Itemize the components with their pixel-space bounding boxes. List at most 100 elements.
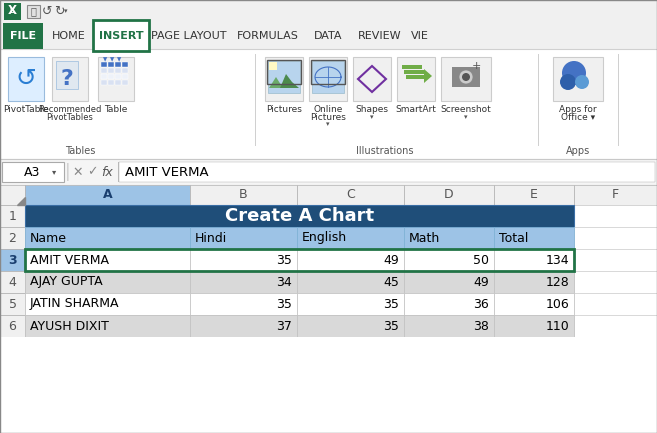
- Text: AYUSH DIXIT: AYUSH DIXIT: [30, 320, 109, 333]
- Text: Office ▾: Office ▾: [561, 113, 595, 122]
- Text: 50: 50: [473, 253, 489, 266]
- Text: 134: 134: [545, 253, 569, 266]
- Text: FORMULAS: FORMULAS: [237, 31, 299, 41]
- Text: ▼: ▼: [117, 58, 122, 62]
- Text: Total: Total: [499, 232, 528, 245]
- Text: 36: 36: [473, 297, 489, 310]
- Bar: [25, 205, 574, 227]
- Bar: [494, 227, 574, 249]
- Text: Apps: Apps: [566, 146, 590, 156]
- Bar: [0, 227, 25, 249]
- Text: ▾: ▾: [52, 168, 56, 177]
- Bar: [8, 57, 44, 101]
- Bar: [56, 61, 78, 89]
- Bar: [0, 271, 25, 293]
- Bar: [297, 293, 404, 315]
- Bar: [404, 293, 494, 315]
- Text: Hindi: Hindi: [195, 232, 227, 245]
- Text: REVIEW: REVIEW: [358, 31, 402, 41]
- Text: 35: 35: [276, 297, 292, 310]
- Bar: [108, 62, 114, 67]
- Bar: [574, 293, 657, 315]
- Bar: [574, 227, 657, 249]
- Bar: [108, 68, 114, 73]
- Bar: [0, 23, 657, 49]
- Bar: [122, 80, 128, 85]
- Bar: [118, 162, 119, 182]
- Polygon shape: [424, 69, 432, 83]
- Text: X: X: [7, 4, 16, 17]
- Text: 106: 106: [545, 297, 569, 310]
- Bar: [297, 315, 404, 337]
- Text: 49: 49: [473, 275, 489, 288]
- Bar: [618, 54, 619, 146]
- Bar: [190, 249, 297, 271]
- Text: ✓: ✓: [87, 165, 97, 178]
- Bar: [25, 315, 190, 337]
- Bar: [115, 80, 121, 85]
- Bar: [494, 249, 574, 271]
- Bar: [553, 57, 603, 101]
- Bar: [267, 60, 301, 84]
- Text: HOME: HOME: [52, 31, 86, 41]
- Text: B: B: [239, 188, 248, 201]
- Bar: [0, 337, 657, 433]
- Bar: [404, 271, 494, 293]
- Bar: [25, 249, 574, 271]
- Text: ▼: ▼: [103, 58, 107, 62]
- Bar: [404, 249, 494, 271]
- Bar: [574, 315, 657, 337]
- Text: JATIN SHARMA: JATIN SHARMA: [30, 297, 120, 310]
- Text: Pictures: Pictures: [266, 104, 302, 113]
- Bar: [190, 227, 297, 249]
- Bar: [269, 62, 277, 70]
- Bar: [494, 315, 574, 337]
- Bar: [101, 74, 107, 79]
- Bar: [190, 293, 297, 315]
- Text: F: F: [612, 188, 619, 201]
- Circle shape: [462, 73, 470, 81]
- Text: 35: 35: [383, 320, 399, 333]
- Bar: [190, 271, 297, 293]
- Text: ↻: ↻: [54, 4, 64, 17]
- Text: 1: 1: [9, 210, 16, 223]
- Bar: [297, 249, 404, 271]
- Text: Create A Chart: Create A Chart: [225, 207, 374, 225]
- Bar: [404, 70, 424, 74]
- Text: ↺: ↺: [16, 67, 37, 91]
- Bar: [122, 68, 128, 73]
- Text: Table: Table: [104, 104, 127, 113]
- Bar: [0, 185, 25, 205]
- Text: FILE: FILE: [10, 31, 36, 41]
- Bar: [25, 271, 190, 293]
- Text: 2: 2: [9, 232, 16, 245]
- Text: fx: fx: [101, 165, 113, 178]
- Bar: [0, 249, 25, 271]
- Bar: [309, 57, 347, 101]
- Polygon shape: [280, 74, 299, 88]
- Bar: [402, 65, 422, 69]
- Text: AMIT VERMA: AMIT VERMA: [30, 253, 109, 266]
- Text: 4: 4: [9, 275, 16, 288]
- Text: E: E: [9, 8, 14, 14]
- Text: PivotTable: PivotTable: [3, 104, 49, 113]
- Polygon shape: [269, 77, 283, 88]
- Text: ▼: ▼: [110, 58, 114, 62]
- Bar: [404, 227, 494, 249]
- Bar: [98, 57, 134, 101]
- Text: 37: 37: [276, 320, 292, 333]
- Bar: [441, 57, 491, 101]
- Bar: [311, 60, 345, 84]
- Bar: [108, 80, 114, 85]
- Text: AMIT VERMA: AMIT VERMA: [125, 165, 209, 178]
- Text: DATA: DATA: [314, 31, 342, 41]
- Text: Math: Math: [409, 232, 440, 245]
- Bar: [2, 162, 64, 182]
- Bar: [4, 3, 21, 20]
- Text: 110: 110: [545, 320, 569, 333]
- Bar: [397, 57, 435, 101]
- Bar: [0, 293, 25, 315]
- Bar: [101, 68, 107, 73]
- Bar: [0, 185, 657, 433]
- Bar: [190, 315, 297, 337]
